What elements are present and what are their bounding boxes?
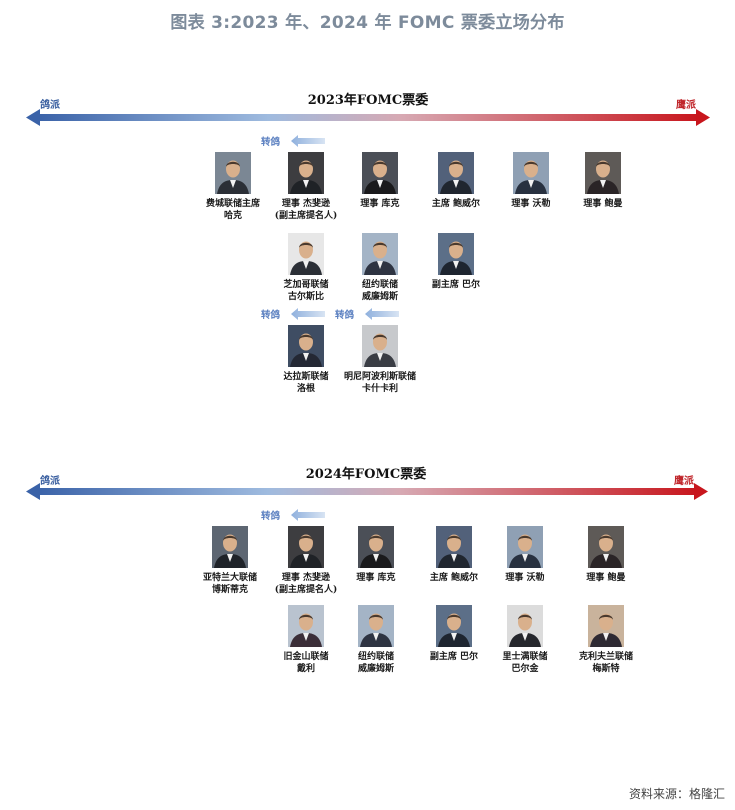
member-card: 纽约联储 威廉姆斯 [330,233,430,303]
member-name: 主席 鲍威尔 [431,199,481,209]
member-card: 克利夫兰联储 梅斯特 [556,605,656,675]
member-card: 副主席 巴尔 [404,605,504,663]
panel-heading: 2024年FOMC票委 [305,467,427,482]
fomc-2024-panel: 2024年FOMC票委 鸽派 鹰派 亚特兰大联储 博斯蒂克 理事 杰斐逊 (副主席… [0,462,735,702]
member-photo [438,233,474,275]
shift-label: 转鸽 [261,137,281,148]
member-photo [362,152,398,194]
dove-label: 鸽派 [40,476,60,487]
member-name: 理事 沃勒 [505,573,545,583]
member-card: 达拉斯联储 洛根 [256,325,356,395]
member-card: 理事 沃勒 [475,526,575,584]
member-card: 理事 杰斐逊 (副主席提名人) [256,526,356,596]
member-name: 理事 杰斐逊 (副主席提名人) [274,573,338,595]
member-card: 理事 库克 [330,152,430,210]
member-name: 理事 库克 [356,573,396,583]
member-photo [588,605,624,647]
member-name: 副主席 巴尔 [431,280,481,290]
member-name: 理事 杰斐逊 (副主席提名人) [274,199,338,221]
member-card: 里士满联储 巴尔金 [475,605,575,675]
member-name: 亚特兰大联储 博斯蒂克 [202,573,257,595]
member-photo [288,152,324,194]
member-name: 费城联储主席 哈克 [205,199,260,221]
member-photo [288,325,324,367]
member-photo [288,233,324,275]
source-note: 资料来源：格隆汇 [628,787,725,801]
member-card: 理事 杰斐逊 (副主席提名人) [256,152,356,222]
member-photo [513,152,549,194]
left-arrow-icon [291,135,325,147]
dove-label: 鸽派 [40,100,60,111]
member-name: 理事 鲍曼 [586,573,626,583]
member-name: 理事 鲍曼 [583,199,623,209]
fomc-2023-panel: 2023年FOMC票委 鸽派 鹰派 费城联储主席 哈克 理事 杰斐逊 (副主席提名… [0,88,735,408]
member-name: 主席 鲍威尔 [429,573,479,583]
member-photo [288,526,324,568]
member-photo [507,605,543,647]
member-name: 旧金山联储 戴利 [283,652,329,674]
member-name: 纽约联储 威廉姆斯 [357,652,394,674]
member-card: 亚特兰大联储 博斯蒂克 [180,526,280,596]
member-name: 里士满联储 巴尔金 [502,652,548,674]
member-photo [362,233,398,275]
hawk-label: 鹰派 [674,476,694,487]
member-card: 理事 库克 [326,526,426,584]
member-card: 芝加哥联储 古尔斯比 [256,233,356,303]
left-arrow-icon [291,509,325,521]
member-photo [436,605,472,647]
member-name: 理事 沃勒 [511,199,551,209]
member-photo [436,526,472,568]
member-name: 纽约联储 威廉姆斯 [361,280,398,302]
member-photo [438,152,474,194]
member-photo [507,526,543,568]
left-arrow-icon [291,308,325,320]
member-photo [358,605,394,647]
member-name: 明尼阿波利斯联储 卡什卡利 [343,372,416,394]
member-card: 理事 沃勒 [481,152,581,210]
member-photo [588,526,624,568]
member-card: 主席 鲍威尔 [404,526,504,584]
member-card: 旧金山联储 戴利 [256,605,356,675]
member-photo [212,526,248,568]
dove-hawk-arrow [26,483,708,500]
member-card: 副主席 巴尔 [406,233,506,291]
member-name: 克利夫兰联储 梅斯特 [578,652,633,674]
member-card: 纽约联储 威廉姆斯 [326,605,426,675]
shift-label: 转鸽 [261,511,281,522]
left-arrow-icon [365,308,399,320]
dove-hawk-arrow [26,109,710,126]
member-photo [288,605,324,647]
member-name: 副主席 巴尔 [429,652,479,662]
member-name: 达拉斯联储 洛根 [283,372,329,394]
member-photo [362,325,398,367]
member-card: 明尼阿波利斯联储 卡什卡利 [330,325,430,395]
member-card: 主席 鲍威尔 [406,152,506,210]
chart-title: 图表 3:2023 年、2024 年 FOMC 票委立场分布 [170,13,565,33]
hawk-label: 鹰派 [676,100,696,111]
member-card: 理事 鲍曼 [556,526,656,584]
panel-heading: 2023年FOMC票委 [307,93,429,108]
member-card: 理事 鲍曼 [553,152,653,210]
member-name: 芝加哥联储 古尔斯比 [283,280,329,302]
member-photo [215,152,251,194]
member-photo [358,526,394,568]
shift-label: 转鸽 [335,310,355,321]
member-name: 理事 库克 [360,199,400,209]
member-photo [585,152,621,194]
shift-label: 转鸽 [261,310,281,321]
member-card: 费城联储主席 哈克 [183,152,283,222]
